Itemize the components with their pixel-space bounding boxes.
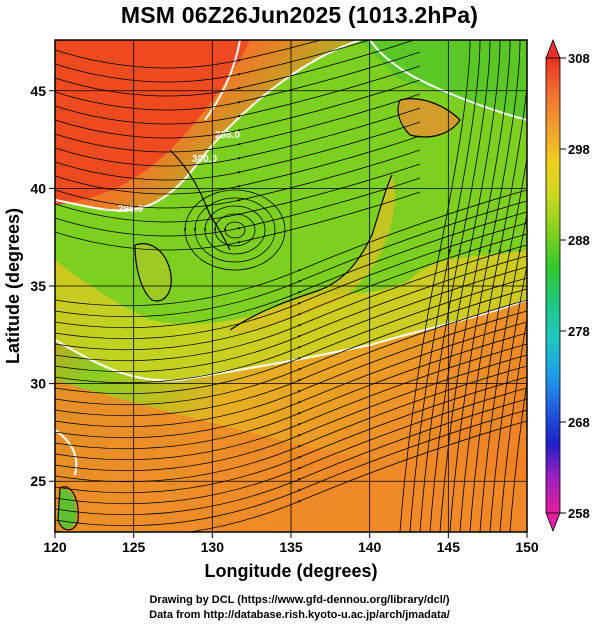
streamline [55,343,527,461]
streamline [55,354,527,472]
hokkaido [398,98,460,137]
streamline [55,163,421,223]
map-grid [54,40,528,532]
colorbar-body [545,57,561,514]
streamline [55,65,421,125]
streamline [409,40,481,532]
colorbar: 308 298 288 278 268 258 [545,38,590,533]
streamline [419,40,491,532]
streamline [509,379,527,532]
streamline [55,40,323,69]
colorbar-bottom-arrow [545,512,561,533]
streamline [55,398,527,516]
streamline [469,155,527,532]
streamline [55,191,421,251]
streamline [213,213,256,247]
streamline [439,40,511,532]
y-tick-label: 45 [30,83,46,99]
streamline [55,40,416,97]
x-tick-label: 145 [437,539,461,555]
contour-label-1: 300.0 [192,154,217,165]
streamline [479,211,527,532]
x-tick-label: 150 [515,539,539,555]
y-tick-label: 25 [30,473,46,489]
contour-labels: 300.0 298.0 298.0 [118,130,240,215]
y-tick-label: 40 [30,180,46,196]
streamline [55,200,527,318]
streamline [55,222,527,340]
streamline [223,221,246,239]
streamline [55,93,421,153]
streamline [55,321,527,439]
korea-peninsula [135,243,172,301]
colorbar-label: 278 [568,324,590,339]
credit-line-1: Drawing by DCL (https://www.gfd-dennou.o… [149,594,450,606]
streamline [55,387,527,505]
x-tick-label: 125 [122,539,146,555]
y-tick-label: 30 [30,376,46,392]
y-axis-title: Latitude (degrees) [3,208,23,364]
north-warm-region [55,40,250,205]
streamline [183,189,286,271]
wind-streamlines [55,40,527,532]
streamline [55,149,421,209]
streamline [55,135,421,195]
streamline [55,332,527,450]
streamline [55,266,527,384]
streamline [193,197,276,263]
colorbar-label: 288 [568,233,590,248]
x-tick-label: 140 [358,539,382,555]
streamline [55,51,421,111]
colorbar-label: 308 [568,51,590,66]
streamline [55,409,527,527]
y-tick-label: 35 [30,278,46,294]
streamline [489,263,527,532]
x-tick-label: 135 [279,539,303,555]
colorbar-label: 298 [568,142,590,157]
contour-label-2: 298.0 [118,204,143,215]
x-axis-title: Longitude (degrees) [204,561,377,581]
streamline [55,177,421,237]
streamline [55,310,527,428]
streamline [449,40,521,532]
streamline [203,205,266,255]
streamline [55,211,527,329]
streamline [399,40,471,532]
japan-honshu [230,175,396,335]
y-axis: 25 30 35 40 45 [30,83,55,489]
streamline [429,40,501,532]
streamline [55,277,527,395]
colorbar-label: 258 [568,506,590,521]
streamline [55,365,527,483]
streamline [55,121,421,181]
colorbar-label: 268 [568,415,590,430]
streamline [55,376,527,494]
coastlines [57,98,461,531]
credit-line-2: Data from http://database.rish.kyoto-u.a… [149,609,450,621]
streamline [55,79,421,139]
streamline [55,299,527,417]
x-tick-label: 130 [201,539,225,555]
colorbar-top-arrow [545,38,561,59]
streamline [55,189,527,307]
streamline [55,244,527,362]
streamline [55,255,527,373]
chart-title: MSM 06Z26Jun2025 (1013.2hPa) [120,2,479,28]
streamline [55,107,421,167]
x-tick-label: 120 [43,539,67,555]
streamline [499,317,527,532]
x-axis: 120 125 130 135 140 145 150 [43,532,539,555]
contour-label-3: 298.0 [215,130,240,141]
streamline [55,40,372,83]
